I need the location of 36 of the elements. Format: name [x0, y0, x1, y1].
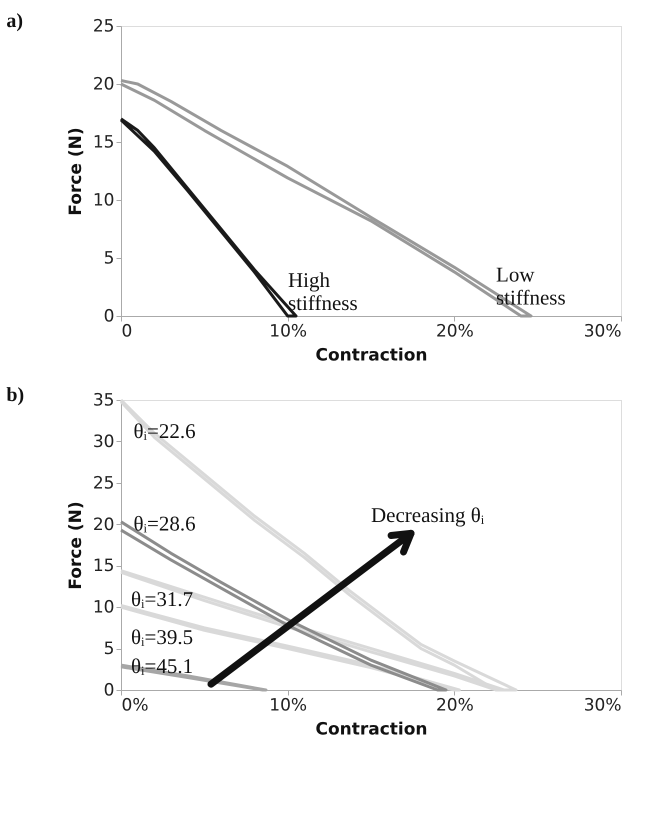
chart-title: b) [6, 384, 24, 406]
y-tick-label: 10 [92, 598, 114, 618]
y-tick-label: 5 [104, 639, 114, 660]
annotation: Low stiffness [496, 262, 566, 310]
y-tick-label: 15 [92, 556, 114, 576]
x-tick-label: 30% [584, 322, 622, 342]
y-tick-label: 20 [92, 74, 114, 94]
x-tick-label: 20% [436, 322, 474, 342]
y-tick-label: 10 [92, 190, 114, 210]
y-tick-label: 30 [92, 432, 114, 452]
y-tick-label: 0 [104, 306, 114, 326]
y-tick-label: 5 [104, 248, 114, 268]
annotation: θᵢ=31.7 [131, 587, 194, 612]
annotation: θᵢ=22.6 [134, 418, 196, 443]
x-tick-label: 30% [584, 696, 622, 716]
annotation: θᵢ=45.1 [131, 654, 194, 678]
x-tick-label: 10% [269, 696, 308, 716]
annotation: θᵢ=28.6 [134, 512, 196, 536]
x-axis-title: Contraction [315, 346, 428, 366]
annotation: θᵢ=39.5 [131, 624, 194, 649]
annotation: Decreasing θᵢ [371, 503, 485, 527]
x-tick-label: 10% [269, 322, 308, 342]
y-axis-title: Force (N) [66, 501, 86, 590]
x-tick-label: 0 [122, 322, 132, 342]
y-tick-label: 25 [92, 16, 114, 36]
x-tick-label: 20% [436, 696, 474, 716]
y-tick-label: 35 [92, 390, 114, 410]
y-tick-label: 0 [104, 680, 114, 700]
chart-title: a) [6, 10, 24, 32]
annotation: High stiffness [288, 268, 358, 316]
y-tick-label: 20 [92, 514, 114, 535]
x-tick-label: 0% [122, 696, 148, 716]
y-tick-label: 25 [92, 473, 114, 494]
y-tick-label: 15 [92, 132, 114, 152]
x-axis-title: Contraction [315, 720, 428, 740]
y-axis-title: Force (N) [66, 127, 86, 216]
